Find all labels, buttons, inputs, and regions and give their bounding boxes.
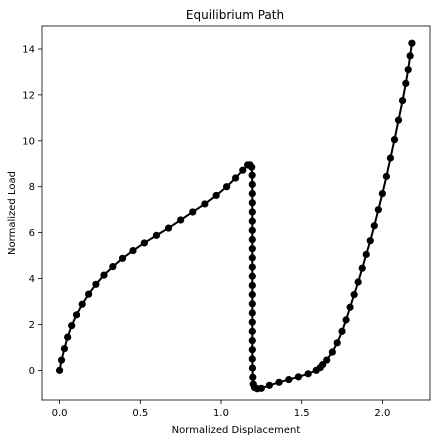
- data-point: [249, 218, 256, 225]
- y-tick-label: 8: [29, 182, 35, 193]
- data-point: [61, 345, 68, 352]
- data-point: [153, 232, 160, 239]
- data-point: [383, 173, 390, 180]
- data-point: [249, 245, 256, 252]
- data-point: [342, 316, 349, 323]
- data-point: [249, 291, 256, 298]
- data-point: [249, 309, 256, 316]
- data-point: [249, 208, 256, 215]
- data-point: [323, 356, 330, 363]
- data-point: [249, 236, 256, 243]
- y-tick-label: 12: [22, 90, 35, 101]
- data-point: [165, 224, 172, 231]
- data-point: [177, 216, 184, 223]
- y-tick-label: 2: [29, 320, 35, 331]
- data-point: [371, 222, 378, 229]
- chart-title: Equilibrium Path: [186, 8, 284, 22]
- data-point: [119, 255, 126, 262]
- data-point: [375, 206, 382, 213]
- data-point: [249, 172, 256, 179]
- x-tick-label: 0.0: [52, 408, 68, 419]
- x-axis-label: Normalized Displacement: [172, 425, 301, 436]
- data-point: [232, 174, 239, 181]
- y-tick-label: 0: [29, 366, 35, 377]
- data-point: [249, 181, 256, 188]
- data-point: [64, 333, 71, 340]
- data-point: [402, 80, 409, 87]
- data-point: [249, 300, 256, 307]
- data-point: [329, 348, 336, 355]
- data-point: [249, 263, 256, 270]
- y-tick-label: 6: [29, 228, 35, 239]
- data-point: [347, 304, 354, 311]
- data-point: [387, 154, 394, 161]
- x-axis: 0.0 0.5 1.0 1.5 2.0: [52, 400, 391, 419]
- y-axis-label: Normalized Load: [7, 171, 18, 255]
- data-point: [109, 263, 116, 270]
- data-point: [249, 346, 256, 353]
- data-point: [189, 208, 196, 215]
- data-point: [391, 136, 398, 143]
- data-point: [334, 339, 341, 346]
- data-point: [248, 164, 255, 171]
- data-point: [338, 328, 345, 335]
- data-point: [363, 251, 370, 258]
- data-point: [405, 66, 412, 73]
- y-tick-label: 4: [29, 274, 35, 285]
- data-point: [367, 237, 374, 244]
- data-point: [359, 265, 366, 272]
- y-tick-label: 10: [22, 136, 35, 147]
- data-point: [249, 227, 256, 234]
- data-point: [239, 167, 246, 174]
- data-point: [129, 247, 136, 254]
- data-point: [285, 376, 292, 383]
- plot-area: [56, 40, 416, 393]
- data-point: [68, 322, 75, 329]
- data-point: [407, 52, 414, 59]
- data-point: [249, 328, 256, 335]
- data-point: [408, 40, 415, 47]
- data-point: [92, 281, 99, 288]
- data-point: [249, 337, 256, 344]
- data-point: [73, 311, 80, 318]
- data-point: [249, 374, 256, 381]
- y-axis: 0 2 4 6 8 10 12 14: [22, 44, 42, 376]
- data-point: [249, 282, 256, 289]
- data-point: [258, 385, 265, 392]
- x-tick-label: 0.5: [132, 408, 148, 419]
- data-point: [249, 364, 256, 371]
- data-point: [85, 291, 92, 298]
- data-point: [399, 97, 406, 104]
- data-point: [249, 254, 256, 261]
- data-point: [213, 192, 220, 199]
- data-point: [223, 183, 230, 190]
- data-point: [249, 355, 256, 362]
- data-point: [79, 301, 86, 308]
- data-point: [275, 379, 282, 386]
- series-line: [60, 43, 412, 389]
- data-point: [56, 367, 63, 374]
- x-tick-label: 1.5: [294, 408, 310, 419]
- data-point: [351, 291, 358, 298]
- data-point: [266, 382, 273, 389]
- data-point: [305, 370, 312, 377]
- data-point: [201, 200, 208, 207]
- x-tick-label: 1.0: [213, 408, 229, 419]
- data-point: [249, 273, 256, 280]
- data-point: [249, 319, 256, 326]
- data-point: [379, 190, 386, 197]
- data-point: [295, 373, 302, 380]
- data-point: [100, 272, 107, 279]
- y-tick-label: 14: [22, 44, 35, 55]
- data-point: [141, 239, 148, 246]
- data-point: [58, 356, 65, 363]
- data-point: [355, 278, 362, 285]
- x-tick-label: 2.0: [374, 408, 390, 419]
- data-point: [249, 199, 256, 206]
- data-point: [249, 190, 256, 197]
- plot-frame: [42, 26, 430, 400]
- data-point: [395, 117, 402, 124]
